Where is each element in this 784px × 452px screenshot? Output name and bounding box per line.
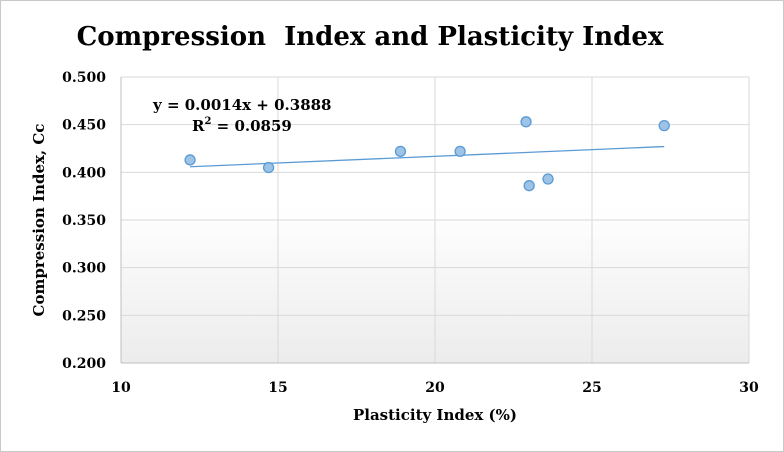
x-tick-label: 10 [111, 380, 131, 396]
y-tick-label: 0.200 [62, 356, 106, 372]
x-tick-label: 20 [425, 380, 445, 396]
x-axis-title: Plasticity Index (%) [353, 406, 517, 424]
data-point [542, 173, 554, 185]
data-point [262, 161, 275, 174]
x-tick-label: 25 [582, 380, 601, 396]
data-point [520, 116, 532, 128]
y-tick-label: 0.400 [62, 165, 106, 181]
trendline-r-squared: R2 = 0.0859 [192, 116, 292, 135]
data-point [454, 145, 466, 158]
y-tick-label: 0.300 [62, 261, 106, 277]
data-point [658, 119, 670, 132]
x-tick-labels: 10 15 20 25 30 [111, 380, 759, 396]
data-points [184, 116, 670, 192]
x-tick-label: 30 [739, 380, 759, 396]
y-axis-title: Compression Index, Cc [30, 124, 48, 317]
x-tick-label: 15 [268, 380, 287, 396]
trendline-equation: y = 0.0014x + 0.3888 [152, 96, 332, 114]
y-gridlines [121, 76, 749, 316]
data-point [184, 154, 196, 166]
y-tick-label: 0.250 [62, 308, 106, 324]
r-squared-superscript: 2 [204, 116, 211, 127]
y-tick-label: 0.500 [62, 70, 106, 86]
chart-title: Compression Index and Plasticity Index [77, 22, 664, 52]
y-tick-label: 0.450 [62, 118, 106, 134]
data-point [394, 145, 407, 158]
data-point [523, 180, 535, 192]
y-tick-labels: 0.200 0.250 0.300 0.350 0.400 0.450 0.500 [62, 70, 106, 372]
r-squared-symbol: R [192, 117, 205, 135]
y-tick-label: 0.350 [62, 213, 106, 229]
r-squared-value: = 0.0859 [211, 117, 291, 135]
